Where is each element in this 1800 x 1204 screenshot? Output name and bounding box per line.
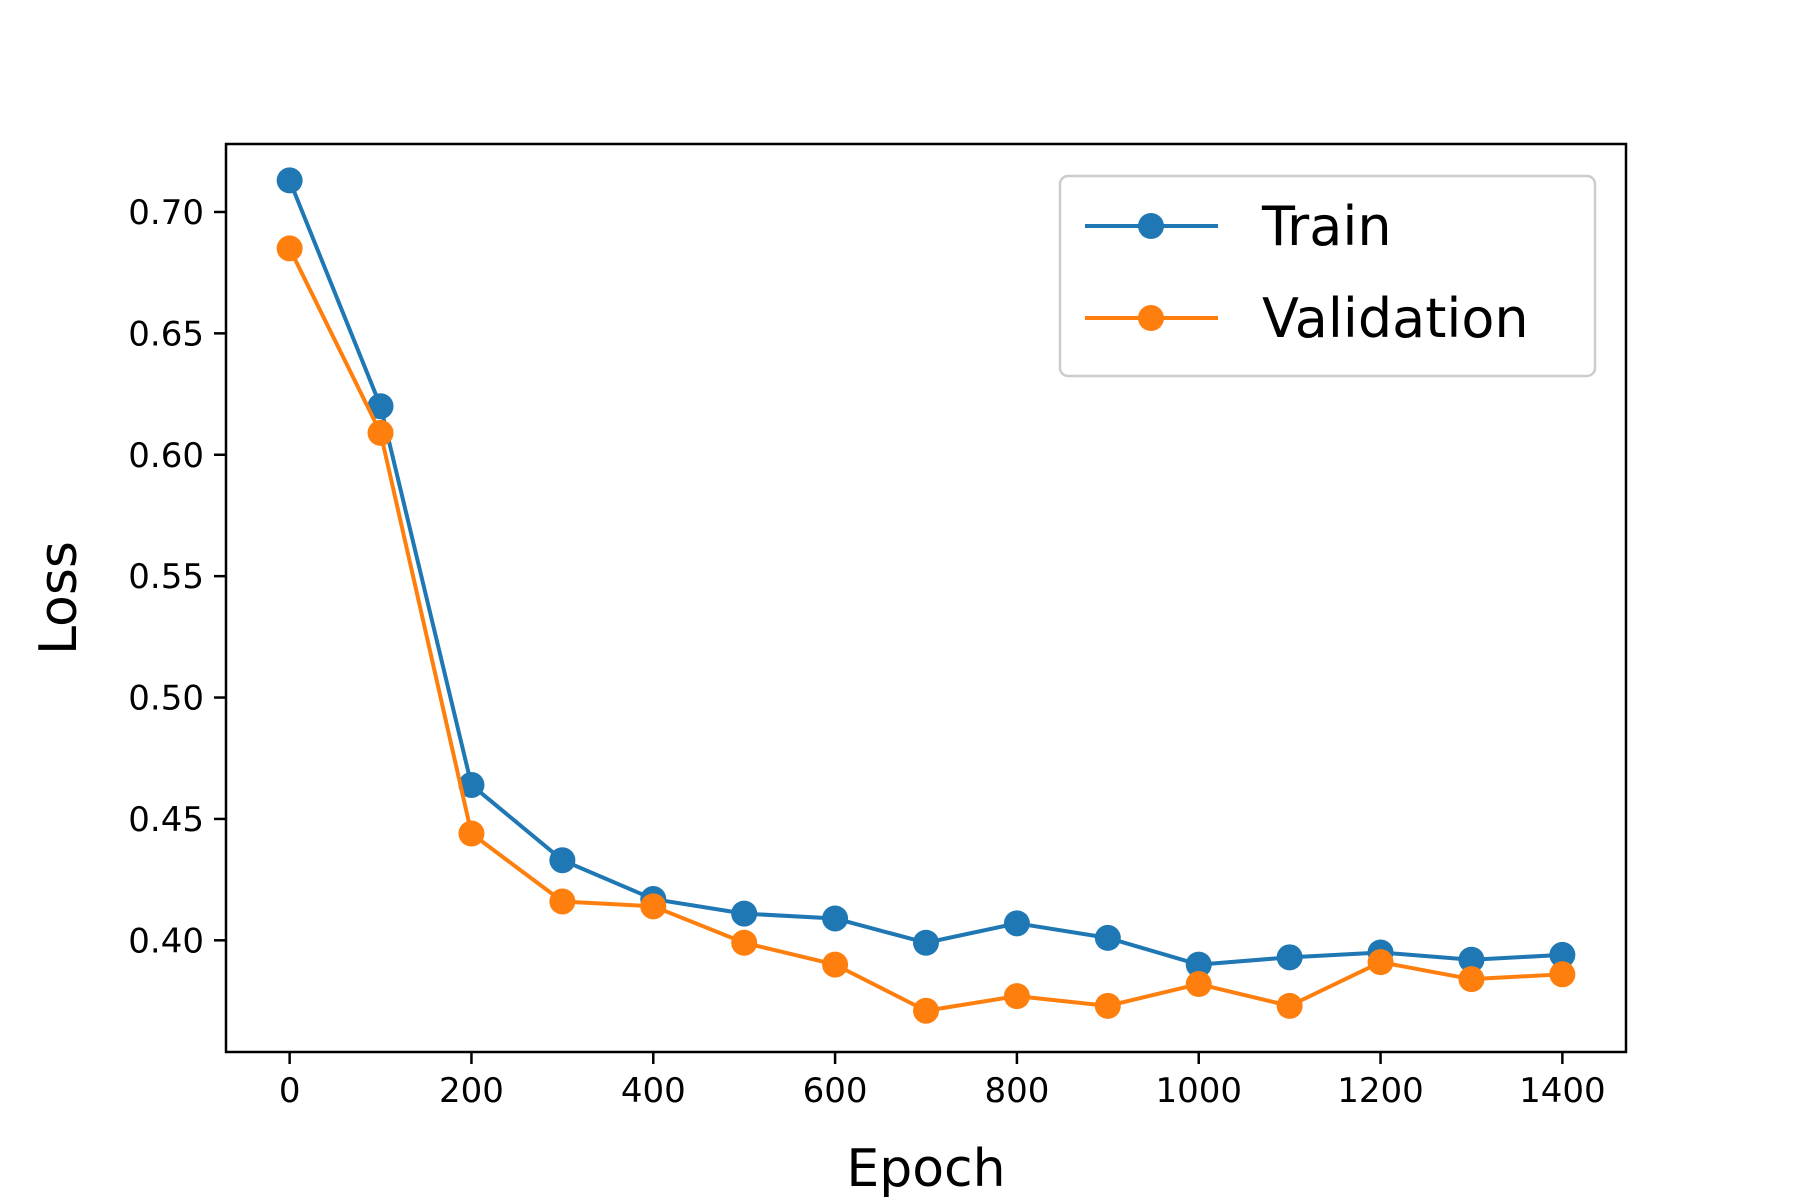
legend-train-label: Train (1261, 195, 1392, 258)
x-axis-title: Epoch (846, 1139, 1005, 1199)
validation-data-point (822, 952, 848, 978)
validation-data-point (640, 893, 666, 919)
y-tick-label: 0.55 (128, 557, 204, 597)
validation-data-point (1368, 949, 1394, 975)
validation-data-point (731, 930, 757, 956)
legend-validation-marker (1138, 305, 1164, 331)
validation-data-point (458, 820, 484, 846)
validation-data-point (1095, 993, 1121, 1019)
validation-data-point (1004, 983, 1030, 1009)
validation-data-point (549, 888, 575, 914)
y-tick-label: 0.50 (128, 679, 204, 719)
validation-data-point (1458, 966, 1484, 992)
y-tick-label: 0.60 (128, 436, 204, 476)
x-tick-label: 0 (279, 1071, 301, 1111)
train-data-point (549, 847, 575, 873)
train-data-point (1095, 925, 1121, 951)
train-data-point (1277, 944, 1303, 970)
y-tick-label: 0.45 (128, 800, 204, 840)
x-tick-label: 400 (621, 1071, 686, 1111)
y-tick-label: 0.70 (128, 193, 204, 233)
train-data-point (277, 167, 303, 193)
x-tick-label: 800 (984, 1071, 1049, 1111)
legend-validation-label: Validation (1262, 287, 1529, 350)
x-tick-label: 200 (439, 1071, 504, 1111)
train-data-point (731, 901, 757, 927)
validation-data-point (1277, 993, 1303, 1019)
y-axis-title: Loss (29, 541, 89, 655)
validation-data-point (368, 420, 394, 446)
x-tick-label: 1400 (1519, 1071, 1606, 1111)
validation-data-point (1549, 961, 1575, 987)
validation-data-point (1186, 971, 1212, 997)
legend: Train Validation (1060, 176, 1595, 376)
y-tick-label: 0.65 (128, 314, 204, 354)
train-data-point (822, 905, 848, 931)
validation-data-point (913, 998, 939, 1024)
legend-train-marker (1138, 213, 1164, 239)
validation-data-point (277, 235, 303, 261)
train-data-point (1004, 910, 1030, 936)
x-tick-label: 1200 (1337, 1071, 1424, 1111)
x-tick-label: 1000 (1155, 1071, 1242, 1111)
train-data-point (913, 930, 939, 956)
y-tick-label: 0.40 (128, 921, 204, 961)
x-tick-label: 600 (803, 1071, 868, 1111)
